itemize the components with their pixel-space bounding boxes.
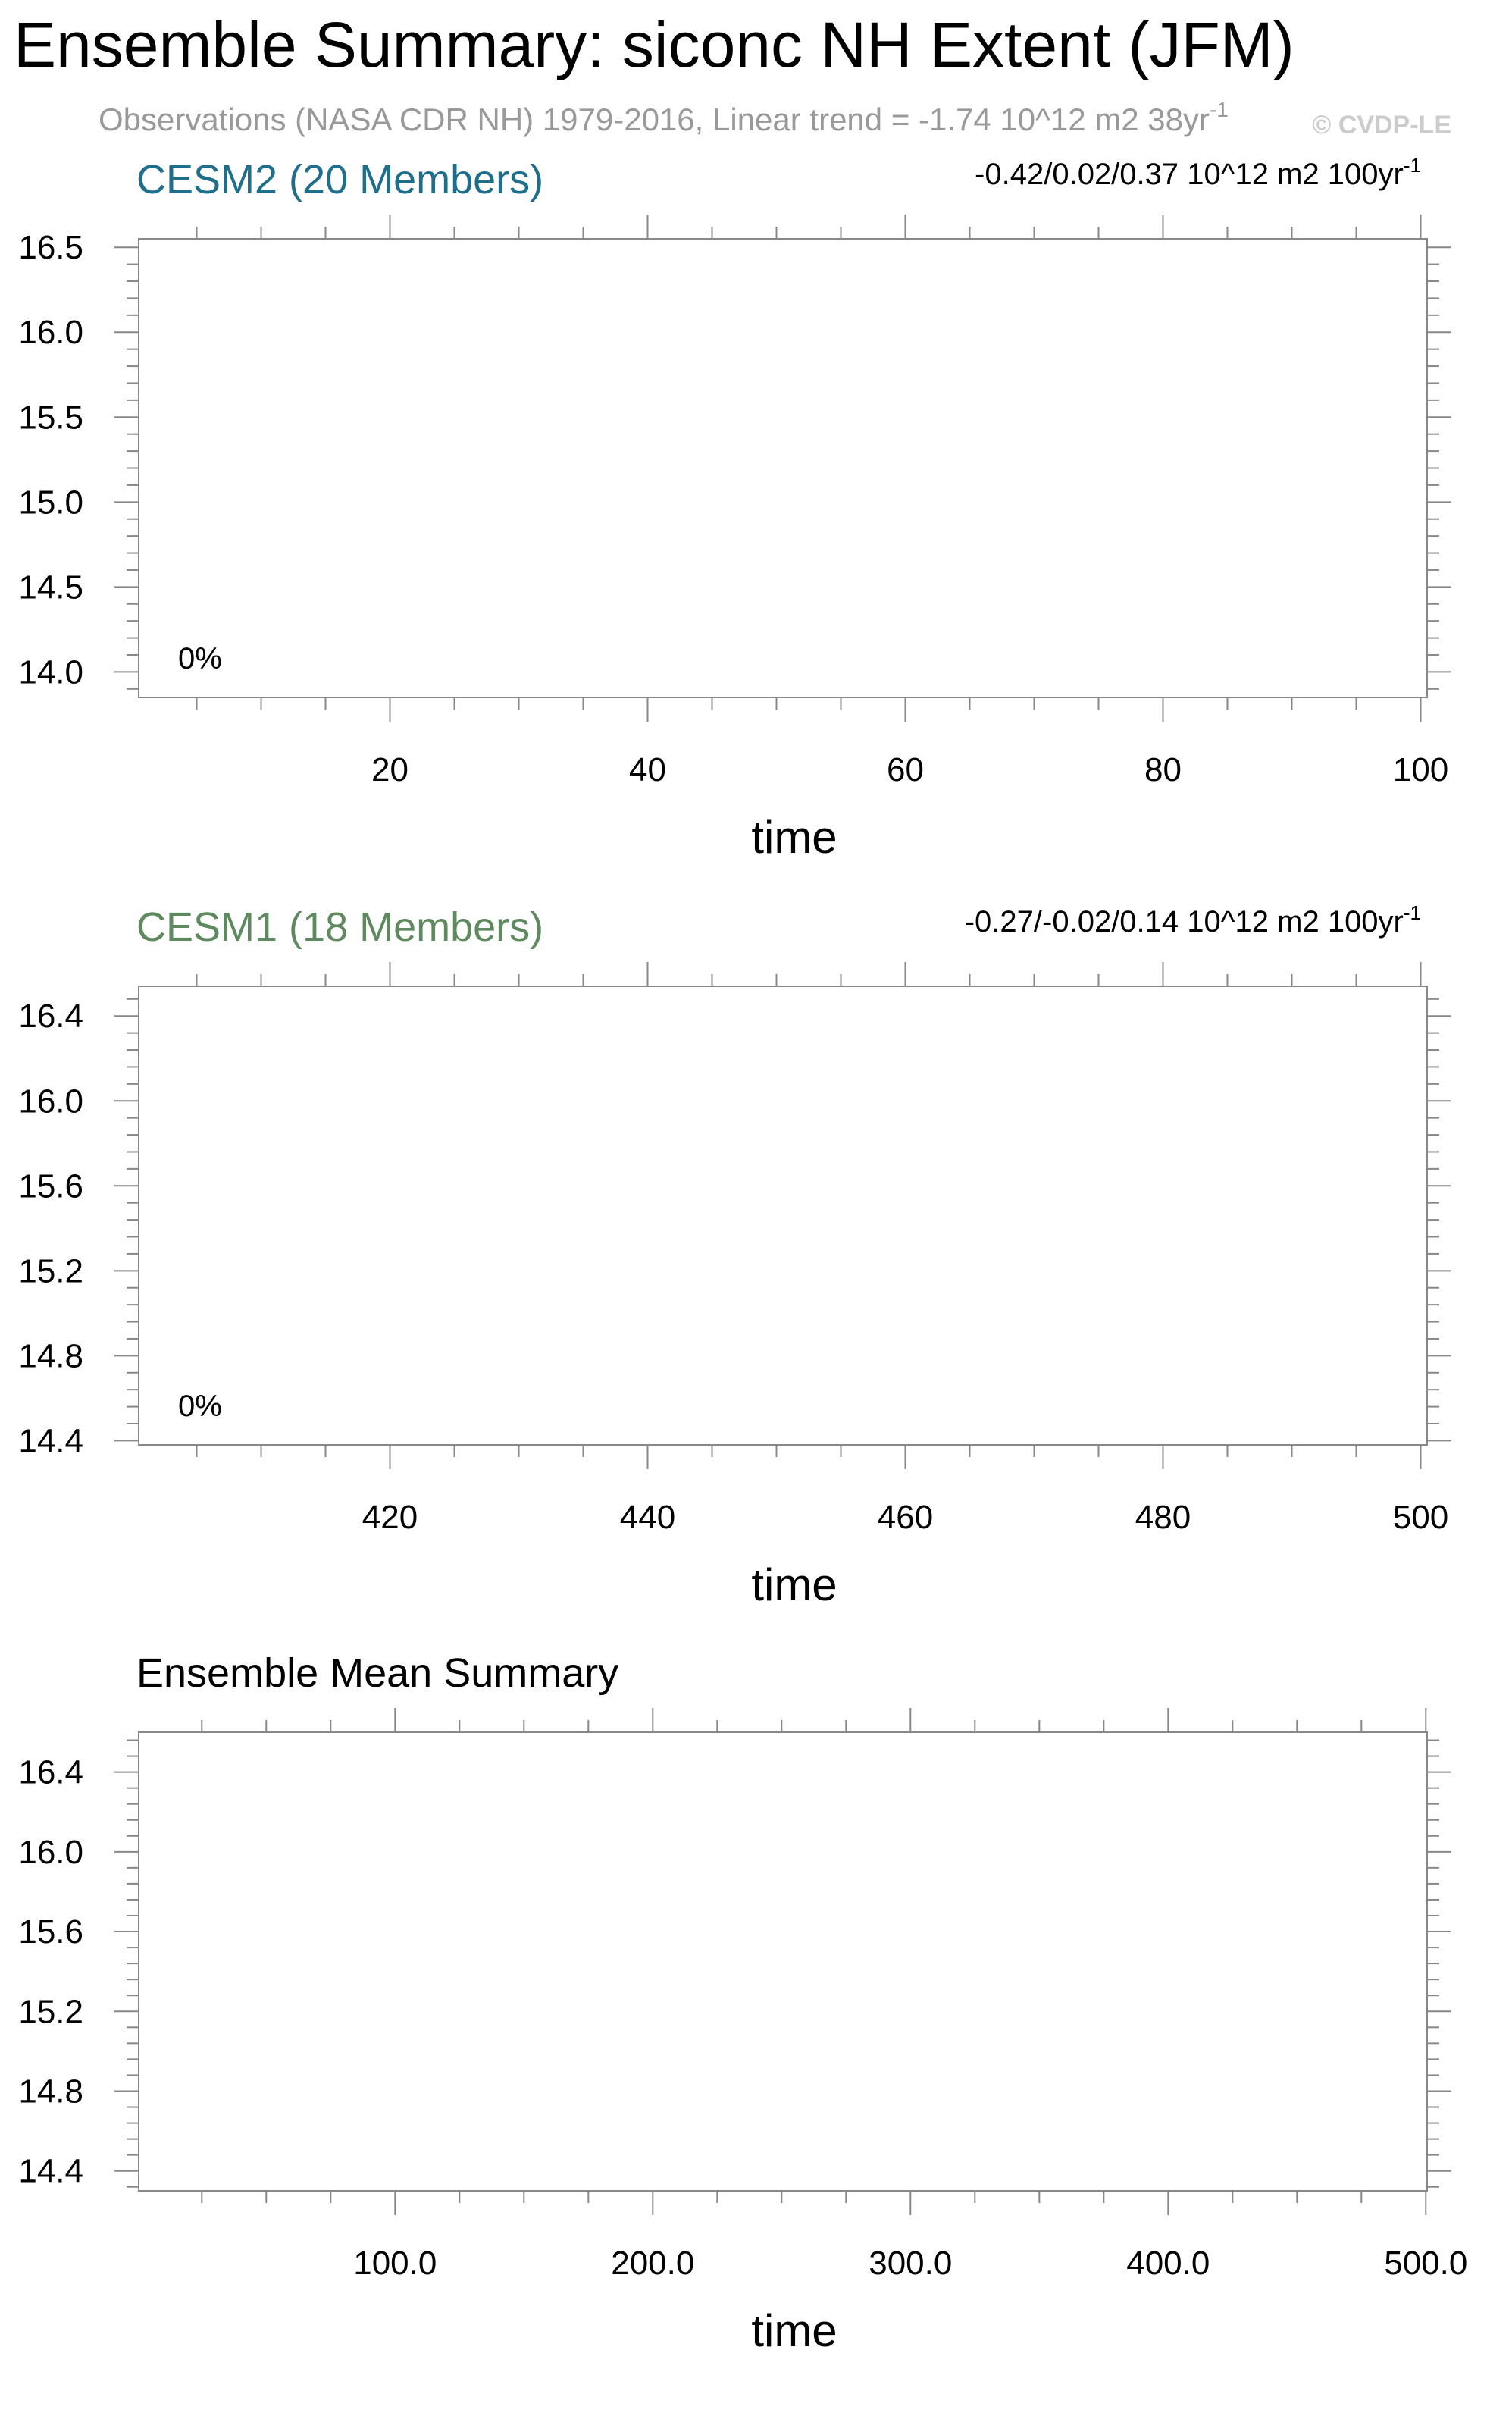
cvdp-watermark: © CVDP-LE [1312,111,1451,139]
x-tick-label: 420 [362,1499,418,1536]
x-tick-label: 100.0 [353,2245,437,2282]
subtitle-text: Observations (NASA CDR NH) 1979-2016, Li… [99,102,1210,137]
y-tick-label: 14.8 [18,1337,83,1374]
x-axis-label: time [751,812,837,863]
y-tick-label: 14.4 [18,2153,83,2190]
x-tick-label: 500 [1393,1499,1448,1536]
y-tick-label: 16.0 [18,1083,83,1120]
x-tick-label: 300.0 [869,2245,952,2282]
x-tick-label: 80 [1144,751,1182,788]
panel-annotation: 0% [178,642,222,675]
trend-label-superscript: -1 [1404,901,1421,924]
y-tick-label: 15.6 [18,1913,83,1951]
y-tick-label: 15.2 [18,1993,83,2030]
x-axis-label: time [751,2305,837,2356]
y-tick-label: 15.0 [18,484,83,521]
trend-label-text: -0.42/0.02/0.37 10^12 m2 100yr [975,158,1404,191]
panel-title: Ensemble Mean Summary [136,1650,618,1696]
x-tick-label: 440 [620,1499,675,1536]
panel-annotation: 0% [178,1390,222,1423]
panel-2: 420 440 460 480 500 14.4 14.8 15.2 15.6 16.0 16.4 C… [18,901,1451,1610]
y-tick-label: 14.4 [18,1422,83,1459]
x-tick-label: 500.0 [1384,2245,1467,2282]
panel-3: 100.0 200.0 300.0 400.0 500.0 14.4 14.8 15.2 15.… [18,1650,1467,2356]
y-tick-label: 16.4 [18,1754,83,1791]
x-tick-label: 60 [887,751,924,788]
panels: 20 40 60 80 100 14.0 14.5 15.0 15.5 16.0 16.5 CESM2… [18,154,1467,2356]
trend-label-superscript: -1 [1404,154,1421,177]
plot-frame [138,238,1428,698]
y-tick-label: 14.0 [18,653,83,691]
y-tick-label: 15.6 [18,1167,83,1205]
x-tick-label: 460 [878,1499,933,1536]
x-tick-label: 20 [371,751,409,788]
x-tick-label: 100 [1393,751,1448,788]
panel-1: 20 40 60 80 100 14.0 14.5 15.0 15.5 16.0 16.5 CESM2… [18,154,1451,863]
figure-title: Ensemble Summary: siconc NH Extent (JFM) [14,9,1294,80]
y-tick-label: 15.5 [18,399,83,436]
panel-trend-label: -0.42/0.02/0.37 10^12 m2 100yr-1 [975,154,1421,191]
x-tick-label: 400.0 [1126,2245,1210,2282]
x-tick-label: 40 [629,751,666,788]
x-axis-label: time [751,1559,837,1610]
panel-title: CESM1 (18 Members) [136,904,543,950]
y-tick-label: 15.2 [18,1252,83,1289]
y-tick-label: 16.0 [18,1834,83,1871]
panel-title: CESM2 (20 Members) [136,157,543,202]
y-tick-label: 14.5 [18,569,83,606]
subtitle-superscript: -1 [1210,98,1229,121]
panel-trend-label: -0.27/-0.02/0.14 10^12 m2 100yr-1 [965,901,1421,939]
y-tick-label: 16.4 [18,998,83,1035]
y-tick-label: 16.0 [18,314,83,351]
x-tick-label: 200.0 [611,2245,694,2282]
plot-frame [138,986,1428,1446]
y-tick-label: 16.5 [18,229,83,266]
trend-label-text: -0.27/-0.02/0.14 10^12 m2 100yr [965,905,1404,939]
y-tick-label: 14.8 [18,2073,83,2110]
x-tick-label: 480 [1135,1499,1191,1536]
figure-subtitle: Observations (NASA CDR NH) 1979-2016, Li… [99,98,1229,137]
plot-frame [138,1731,1428,2192]
